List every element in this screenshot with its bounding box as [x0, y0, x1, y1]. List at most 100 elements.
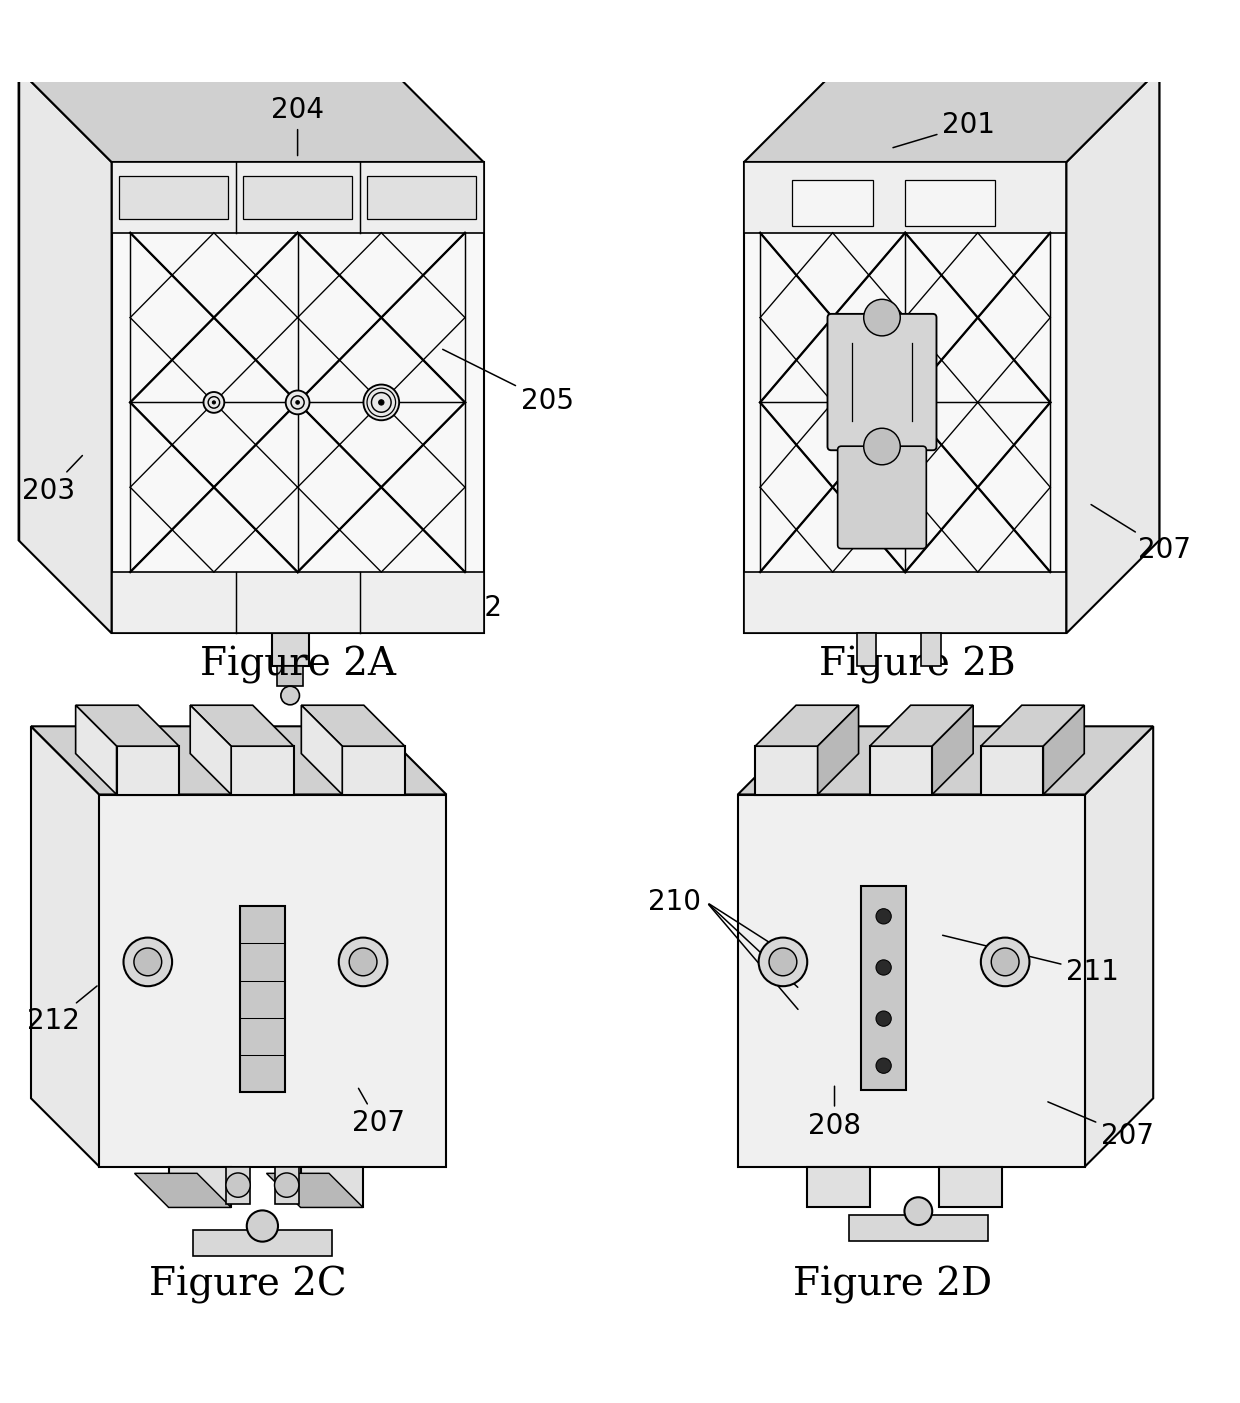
Text: 203: 203	[22, 456, 82, 505]
Polygon shape	[99, 794, 446, 1166]
Polygon shape	[1066, 69, 1159, 633]
Polygon shape	[76, 706, 117, 794]
Text: 202: 202	[402, 582, 502, 623]
Circle shape	[280, 686, 300, 704]
Polygon shape	[861, 885, 906, 1090]
Circle shape	[378, 400, 384, 405]
Bar	[193, 1230, 332, 1256]
Polygon shape	[190, 706, 294, 746]
Polygon shape	[76, 706, 179, 746]
Circle shape	[296, 401, 299, 404]
Text: 201: 201	[893, 111, 996, 147]
Text: 205: 205	[443, 349, 574, 415]
Bar	[274, 1166, 299, 1204]
Polygon shape	[119, 177, 228, 219]
Polygon shape	[239, 906, 285, 1092]
Polygon shape	[981, 746, 1043, 794]
Circle shape	[759, 937, 807, 986]
Polygon shape	[112, 163, 484, 633]
Polygon shape	[817, 706, 858, 794]
Text: 209: 209	[836, 425, 888, 485]
Polygon shape	[755, 746, 817, 794]
Circle shape	[203, 391, 224, 412]
Text: 210: 210	[647, 888, 701, 916]
FancyBboxPatch shape	[838, 446, 926, 549]
Circle shape	[247, 1211, 278, 1242]
Polygon shape	[31, 727, 99, 1166]
Circle shape	[226, 1173, 250, 1197]
Text: 206: 206	[203, 578, 255, 616]
Circle shape	[274, 1173, 299, 1197]
Polygon shape	[755, 706, 858, 746]
Polygon shape	[342, 746, 404, 794]
Circle shape	[875, 909, 892, 925]
Polygon shape	[792, 180, 873, 226]
Polygon shape	[300, 1166, 363, 1208]
Polygon shape	[19, 69, 484, 163]
Polygon shape	[981, 706, 1084, 746]
Circle shape	[363, 384, 399, 421]
Circle shape	[904, 1197, 932, 1225]
Polygon shape	[277, 666, 303, 686]
Polygon shape	[169, 1166, 231, 1208]
Polygon shape	[367, 177, 476, 219]
Text: 208: 208	[808, 1086, 861, 1139]
Circle shape	[864, 299, 900, 335]
Polygon shape	[807, 1166, 869, 1208]
Polygon shape	[267, 1173, 363, 1208]
Polygon shape	[301, 706, 342, 794]
Polygon shape	[738, 794, 1085, 1166]
Polygon shape	[744, 163, 1066, 633]
Bar	[849, 1215, 988, 1240]
Polygon shape	[869, 746, 932, 794]
Polygon shape	[744, 163, 1066, 233]
Circle shape	[875, 1012, 892, 1026]
Text: 207: 207	[352, 1089, 404, 1136]
Polygon shape	[1085, 727, 1153, 1166]
Polygon shape	[272, 633, 309, 666]
Bar	[226, 1166, 250, 1204]
Text: 211: 211	[942, 936, 1120, 986]
Text: 204: 204	[272, 95, 324, 156]
Circle shape	[875, 960, 892, 975]
Bar	[921, 633, 941, 666]
Circle shape	[212, 401, 216, 404]
Text: 207: 207	[1048, 1101, 1154, 1149]
Circle shape	[864, 428, 900, 464]
Text: Figure 2C: Figure 2C	[149, 1266, 347, 1303]
Circle shape	[350, 948, 377, 976]
Polygon shape	[231, 746, 294, 794]
Circle shape	[875, 1058, 892, 1073]
Text: 212: 212	[27, 986, 97, 1035]
Circle shape	[991, 948, 1019, 976]
Polygon shape	[19, 69, 112, 633]
Circle shape	[124, 937, 172, 986]
Polygon shape	[905, 180, 996, 226]
Text: Figure 2B: Figure 2B	[820, 645, 1016, 683]
Circle shape	[285, 390, 310, 414]
Polygon shape	[744, 572, 1066, 633]
Polygon shape	[117, 746, 179, 794]
Polygon shape	[869, 706, 973, 746]
Text: 207: 207	[1091, 505, 1192, 564]
Text: Figure 2A: Figure 2A	[200, 645, 396, 683]
Circle shape	[339, 937, 387, 986]
Circle shape	[134, 948, 161, 976]
Polygon shape	[112, 572, 484, 633]
Polygon shape	[939, 1166, 1002, 1208]
Polygon shape	[301, 706, 404, 746]
Circle shape	[769, 948, 797, 976]
Polygon shape	[738, 727, 1153, 794]
Text: Figure 2D: Figure 2D	[794, 1266, 992, 1303]
Polygon shape	[744, 69, 1159, 163]
Circle shape	[981, 937, 1029, 986]
Bar	[857, 633, 877, 666]
Polygon shape	[190, 706, 231, 794]
Polygon shape	[31, 727, 446, 794]
Polygon shape	[135, 1173, 231, 1208]
Polygon shape	[112, 163, 484, 233]
Polygon shape	[932, 706, 973, 794]
FancyBboxPatch shape	[827, 314, 936, 450]
Polygon shape	[1043, 706, 1084, 794]
Polygon shape	[243, 177, 352, 219]
